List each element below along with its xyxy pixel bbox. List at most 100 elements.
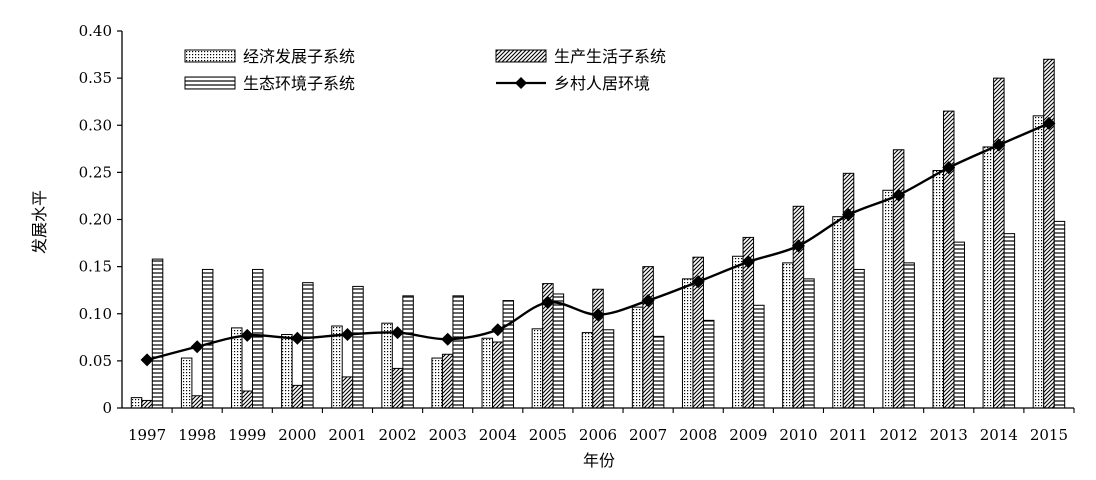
bar-diagonal-2004 [492, 341, 504, 409]
line-marker-2001 [340, 327, 354, 341]
bar-dots-2000 [281, 333, 293, 409]
line-marker-2008 [691, 275, 705, 289]
bar-diagonal-2007 [642, 266, 654, 409]
bar-diagonal-2002 [391, 367, 404, 409]
bar-horizontal-1998 [201, 268, 214, 409]
line-marker-2004 [491, 323, 505, 337]
bar-dots-2001 [331, 325, 343, 409]
bar-diagonal-2001 [341, 376, 354, 409]
bar-diagonal-1997 [141, 399, 153, 409]
bar-dots-1998 [180, 357, 193, 409]
y-tick-label: 0.25 [79, 163, 112, 181]
line-marker-2002 [391, 326, 405, 340]
bar-dots-2003 [431, 357, 443, 409]
bar-dots-1999 [231, 327, 243, 409]
x-tick-label: 2013 [930, 426, 968, 444]
x-tick-label: 2003 [429, 426, 467, 444]
bar-diagonal-1998 [191, 395, 203, 409]
bar-dots-2007 [631, 306, 644, 409]
bar-horizontal-2014 [1003, 233, 1016, 409]
line-marker-1998 [190, 340, 204, 354]
x-tick-label: 2006 [579, 426, 617, 444]
bar-horizontal-2015 [1053, 220, 1066, 409]
line-marker-2000 [290, 331, 304, 345]
x-tick-label: 2015 [1030, 426, 1068, 444]
bar-diagonal-2013 [942, 110, 955, 409]
bar-horizontal-2004 [502, 300, 515, 409]
bar-horizontal-2001 [352, 285, 364, 409]
bar-horizontal-2010 [803, 278, 815, 409]
bar-dots-2002 [381, 322, 393, 409]
bar-dots-2005 [531, 328, 544, 409]
bar-horizontal-2011 [853, 268, 865, 409]
bar-dots-2011 [832, 216, 844, 409]
legend-swatch-economic [184, 49, 236, 63]
bar-dots-2009 [732, 255, 744, 409]
legend-label-ecology: 生态环境子系统 [243, 74, 355, 93]
bar-horizontal-2000 [302, 282, 314, 409]
bar-dots-2015 [1032, 115, 1045, 409]
bar-diagonal-2000 [291, 384, 304, 409]
bar-diagonal-2015 [1043, 58, 1055, 409]
line-marker-1999 [240, 328, 254, 342]
bar-horizontal-1997 [151, 258, 164, 409]
line-marker-2007 [641, 294, 655, 308]
bar-dots-2012 [882, 189, 894, 409]
line-marker-2015 [1042, 116, 1056, 130]
bar-diagonal-2014 [993, 77, 1005, 409]
axes-layer: 0 0.05 0.10 0.15 0.20 0.25 0.30 0.35 0.40 1997 199… [79, 22, 1075, 444]
x-tick-label: 2007 [629, 426, 667, 444]
x-tick-label: 2001 [328, 426, 366, 444]
bar-horizontal-2009 [753, 304, 765, 409]
legend-label-production: 生产生活子系统 [554, 47, 666, 66]
bar-horizontal-1999 [252, 268, 264, 409]
x-tick-label: 2009 [729, 426, 767, 444]
bar-dots-2014 [982, 146, 995, 409]
y-tick-label: 0.40 [79, 22, 112, 40]
legend-swatch-ecology [184, 76, 236, 90]
legend-label-settlement: 乡村人居环境 [554, 74, 650, 93]
bar-dots-2008 [681, 278, 694, 409]
bar-horizontal-2007 [652, 335, 665, 409]
y-tick-label: 0.20 [79, 211, 112, 229]
legend-marker-settlement [515, 77, 527, 89]
x-tick-label: 1997 [128, 426, 166, 444]
line-marker-2009 [741, 255, 755, 269]
line-marker-2006 [591, 308, 605, 322]
x-tick-label: 2000 [278, 426, 316, 444]
bar-horizontal-2003 [452, 295, 464, 409]
line-layer [140, 116, 1056, 367]
line-marker-2010 [791, 239, 805, 253]
x-tick-label: 2014 [980, 426, 1018, 444]
bar-horizontal-2012 [903, 262, 915, 409]
bar-diagonal-1999 [241, 390, 254, 409]
x-tick-label: 2002 [378, 426, 416, 444]
bar-horizontal-2005 [552, 293, 565, 409]
bar-dots-2004 [481, 337, 494, 409]
x-tick-label: 2005 [529, 426, 567, 444]
x-tick-label: 2011 [829, 426, 867, 444]
line-marker-2011 [842, 208, 856, 222]
x-tick-label: 2008 [679, 426, 717, 444]
y-tick-label: 0.35 [79, 69, 112, 87]
y-tick-label: 0.30 [79, 116, 112, 134]
bar-diagonal-2006 [592, 288, 604, 409]
bar-diagonal-2003 [441, 353, 454, 409]
bar-dots-2013 [932, 169, 944, 409]
y-tick-label: 0.05 [79, 352, 112, 370]
legend-label-economic: 经济发展子系统 [243, 47, 355, 66]
y-tick-label: 0.10 [79, 305, 112, 323]
legend: 经济发展子系统 生产生活子系统 生态环境子系统 乡村人居环境 [184, 47, 666, 93]
x-tick-label: 2010 [779, 426, 817, 444]
bar-dots-2010 [782, 262, 794, 409]
bar-horizontal-2013 [953, 241, 965, 409]
line-marker-2013 [942, 161, 956, 175]
x-tick-label: 1999 [228, 426, 266, 444]
bar-dots-2006 [581, 332, 594, 409]
legend-swatch-production [495, 49, 547, 63]
bar-horizontal-2008 [702, 319, 715, 409]
y-tick-label: 0.15 [79, 258, 112, 276]
y-axis-title: 发展水平 [30, 190, 49, 254]
